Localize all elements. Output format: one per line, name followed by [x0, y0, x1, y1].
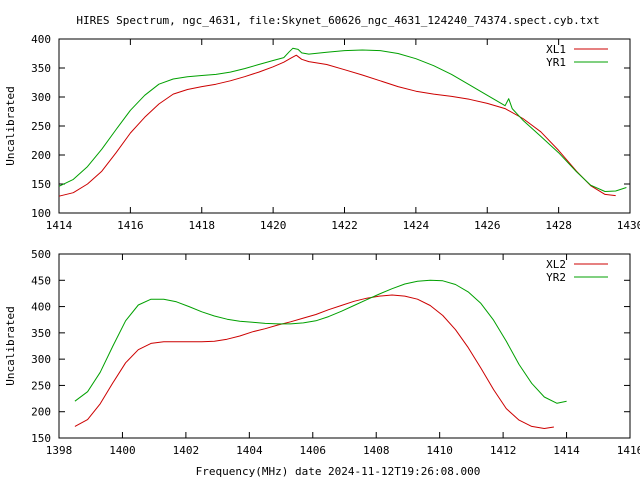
x-tick-label: 1420 — [260, 219, 287, 232]
x-tick-label: 1400 — [109, 444, 136, 457]
plot-frame — [58, 253, 631, 439]
y-axis-label: Uncalibrated — [4, 306, 17, 385]
legend-label: XL1 — [546, 43, 566, 56]
x-tick-label: 1426 — [474, 219, 501, 232]
y-tick-label: 300 — [31, 353, 51, 366]
x-tick-label: 1412 — [490, 444, 517, 457]
y-tick-label: 250 — [31, 379, 51, 392]
x-tick-label: 1404 — [236, 444, 263, 457]
x-axis-label: Frequency(MHz) date 2024-11-12T19:26:08.… — [196, 465, 481, 478]
figure-title: HIRES Spectrum, ngc_4631, file:Skynet_60… — [76, 14, 599, 27]
legend-label: YR1 — [546, 56, 566, 69]
x-tick-label: 1424 — [403, 219, 430, 232]
bottom-panel: 1398 1400 1402 1404 1406 1408 1410 1412 1414 1416… — [4, 248, 640, 478]
x-tick-label: 1408 — [363, 444, 390, 457]
series-line-yr1 — [58, 47, 627, 192]
y-tick-label: 150 — [31, 432, 51, 445]
y-tick-label: 350 — [31, 327, 51, 340]
legend-label: XL2 — [546, 258, 566, 271]
legend-label: YR2 — [546, 271, 566, 284]
x-tick-label: 1416 — [617, 444, 640, 457]
y-tick-label: 200 — [31, 149, 51, 162]
y-tick-label: 400 — [31, 33, 51, 46]
y-tick-label: 350 — [31, 62, 51, 75]
x-tick-label: 1410 — [426, 444, 453, 457]
x-tick-label: 1422 — [331, 219, 358, 232]
y-axis-label: Uncalibrated — [4, 86, 17, 165]
y-tick-label: 150 — [31, 178, 51, 191]
x-tick-label: 1398 — [46, 444, 73, 457]
y-tick-label: 100 — [31, 207, 51, 220]
x-tick-label: 1414 — [46, 219, 73, 232]
y-tick-label: 450 — [31, 274, 51, 287]
y-tick-label: 300 — [31, 91, 51, 104]
series-line-xl2 — [74, 294, 554, 429]
y-tick-label: 250 — [31, 120, 51, 133]
x-tick-label: 1406 — [300, 444, 327, 457]
x-tick-label: 1402 — [173, 444, 200, 457]
x-tick-label: 1418 — [189, 219, 216, 232]
x-tick-label: 1416 — [117, 219, 144, 232]
y-tick-label: 200 — [31, 406, 51, 419]
series-line-yr2 — [74, 279, 567, 404]
x-tick-label: 1430 — [617, 219, 640, 232]
x-tick-label: 1414 — [553, 444, 580, 457]
series-line-xl1 — [58, 54, 616, 197]
y-tick-label: 500 — [31, 248, 51, 261]
top-panel: 1414 1416 1418 1420 1422 1424 1426 1428 1430 100 1… — [4, 33, 640, 232]
y-tick-label: 400 — [31, 301, 51, 314]
x-tick-label: 1428 — [545, 219, 572, 232]
